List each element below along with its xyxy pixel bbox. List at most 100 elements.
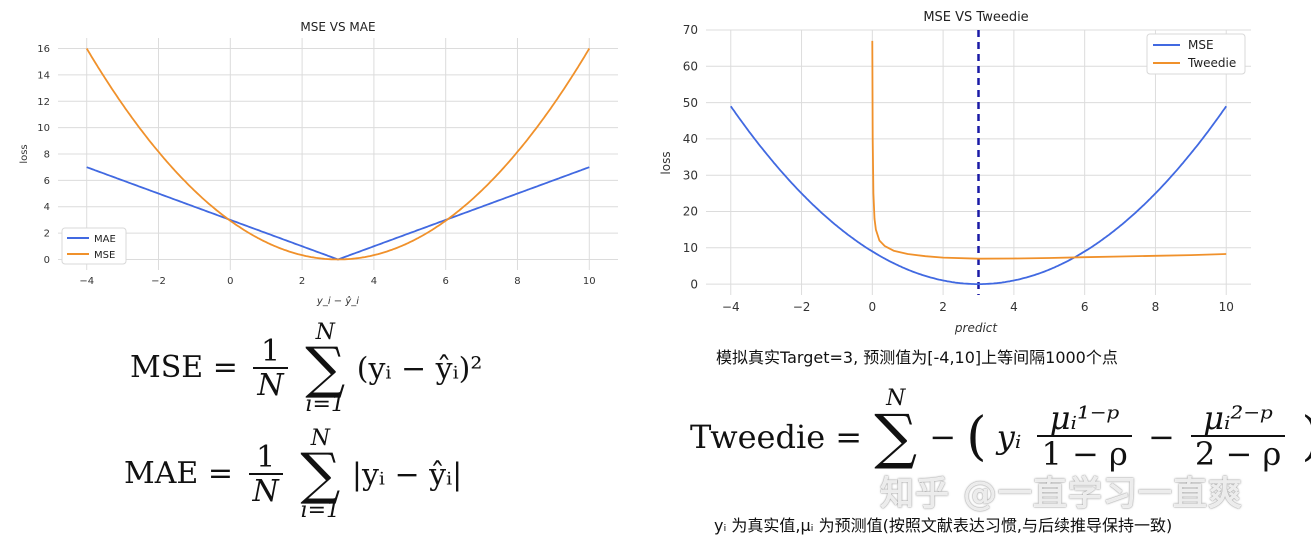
numerator: 1 xyxy=(248,442,283,476)
numerator: μᵢ²⁻ᵖ xyxy=(1190,401,1286,438)
x-tick-label: 6 xyxy=(1081,300,1089,314)
open-paren: ( xyxy=(966,407,987,467)
y-tick-label: 8 xyxy=(44,150,50,161)
mse-formula-label: MSE xyxy=(130,350,204,386)
x-axis-label: predict xyxy=(954,321,998,335)
mse-body: (yᵢ − ŷᵢ)² xyxy=(356,351,483,387)
legend: MAE MSE xyxy=(61,227,127,265)
y-tick-label: 0 xyxy=(44,255,50,266)
denominator: 1 − ρ xyxy=(1041,435,1128,474)
sum-upper-limit: N xyxy=(315,320,335,345)
x-tick-label: 10 xyxy=(583,276,596,287)
sigma-symbol: ∑ xyxy=(300,442,341,507)
sum-upper-limit: N xyxy=(310,426,330,451)
zhihu-watermark: 知乎 @一直学习一直爽 xyxy=(880,474,1243,514)
x-tick-label: −4 xyxy=(722,300,740,314)
y-tick-label: 40 xyxy=(683,132,698,146)
equals-sign: = xyxy=(835,418,863,456)
summation: N ∑ i=1 xyxy=(305,322,345,416)
minus-sign: − xyxy=(1147,418,1175,456)
y-tick-label: 0 xyxy=(690,277,698,291)
y-tick-label: 30 xyxy=(683,168,698,182)
y-tick-label: 20 xyxy=(683,205,698,219)
x-tick-label: 2 xyxy=(939,300,947,314)
y-tick-labels: 0 10 20 30 40 50 60 70 xyxy=(683,23,698,291)
y-tick-label: 4 xyxy=(44,202,50,213)
x-axis-label: y_i − ŷ_i xyxy=(316,295,359,307)
legend: MSE Tweedie xyxy=(1146,33,1246,75)
y-tick-label: 6 xyxy=(44,176,50,187)
chart-title: MSE VS Tweedie xyxy=(923,10,1028,25)
y-tick-label: 14 xyxy=(37,70,50,81)
denominator: N xyxy=(257,368,284,404)
x-tick-label: 10 xyxy=(1219,300,1234,314)
x-tick-label: −2 xyxy=(151,276,166,287)
y-tick-labels: 0 2 4 6 8 10 12 14 16 xyxy=(37,44,50,266)
series-line-tweedie xyxy=(871,40,1227,260)
legend-label-mae: MAE xyxy=(94,234,116,245)
y-tick-label: 12 xyxy=(37,97,50,108)
sigma-symbol: ∑ xyxy=(874,402,918,472)
y-tick-label: 10 xyxy=(683,241,698,255)
fraction-mu-power-2: μᵢ²⁻ᵖ 2 − ρ xyxy=(1190,401,1286,474)
x-tick-label: −4 xyxy=(79,276,94,287)
equals-sign: = xyxy=(207,456,233,492)
sum-lower-limit: i=1 xyxy=(300,498,341,524)
minus-sign: − xyxy=(929,418,957,456)
fraction-one-over-n: 1 N xyxy=(248,442,283,510)
y-tick-label: 70 xyxy=(683,23,698,37)
x-tick-label: 0 xyxy=(869,300,877,314)
numerator: μᵢ¹⁻ᵖ xyxy=(1037,401,1132,438)
chart-mse-vs-tweedie: −4 −2 0 2 4 6 8 10 0 10 20 30 40 50 60 70 MSE VS Tweed… xyxy=(659,10,1251,335)
y-tick-label: 10 xyxy=(37,123,50,134)
x-tick-label: 4 xyxy=(371,276,377,287)
equals-sign: = xyxy=(212,350,238,386)
x-tick-label: 2 xyxy=(299,276,305,287)
legend-label-mse: MSE xyxy=(1188,38,1214,52)
fraction-one-over-n: 1 N xyxy=(253,336,288,404)
x-tick-labels: −4 −2 0 2 4 6 8 10 xyxy=(722,300,1234,314)
x-tick-label: 0 xyxy=(227,276,233,287)
denominator: N xyxy=(252,474,279,510)
x-tick-label: 4 xyxy=(1010,300,1018,314)
numerator: 1 xyxy=(253,336,288,370)
tweedie-formula: Tweedie = N ∑ − ( yᵢ μᵢ¹⁻ᵖ 1 − ρ − μᵢ²⁻ᵖ… xyxy=(690,388,1311,486)
y-axis-label: loss xyxy=(19,144,30,163)
notation-caption: yᵢ 为真实值,μᵢ 为预测值(按照文献表达习惯,与后续推导保持一致) xyxy=(714,516,1173,535)
mae-formula: MAE = 1 N N ∑ i=1 |yᵢ − ŷᵢ| xyxy=(124,428,462,522)
x-tick-label: −2 xyxy=(793,300,811,314)
chart-mse-vs-mae: −4 −2 0 2 4 6 8 10 0 2 4 6 8 10 12 14 16 MSE VS MAE los… xyxy=(19,20,618,307)
fraction-mu-power-1: μᵢ¹⁻ᵖ 1 − ρ xyxy=(1037,401,1132,474)
y-tick-label: 60 xyxy=(683,60,698,74)
y-term: yᵢ xyxy=(996,418,1022,456)
x-tick-labels: −4 −2 0 2 4 6 8 10 xyxy=(79,276,595,287)
y-tick-label: 16 xyxy=(37,44,50,55)
x-tick-label: 6 xyxy=(443,276,449,287)
close-paren: ) xyxy=(1301,407,1311,467)
mae-formula-label: MAE xyxy=(124,456,199,492)
denominator: 2 − ρ xyxy=(1194,435,1282,474)
grid xyxy=(58,38,618,270)
tweedie-formula-label: Tweedie xyxy=(690,418,826,456)
chart-title: MSE VS MAE xyxy=(300,20,375,34)
y-tick-label: 2 xyxy=(44,229,50,240)
legend-label-tweedie: Tweedie xyxy=(1187,56,1236,70)
legend-label-mse: MSE xyxy=(94,250,115,261)
sigma-symbol: ∑ xyxy=(305,336,346,401)
sum-lower-limit: i=1 xyxy=(305,392,345,418)
y-axis-label: loss xyxy=(659,151,673,174)
series-lines xyxy=(730,30,1227,295)
x-tick-label: 8 xyxy=(1152,300,1160,314)
summation: N ∑ i=1 xyxy=(300,428,340,522)
sum-upper-limit: N xyxy=(886,386,906,411)
x-tick-label: 8 xyxy=(514,276,520,287)
series-line-mse xyxy=(730,105,1227,285)
mse-formula: MSE = 1 N N ∑ i=1 (yᵢ − ŷᵢ)² xyxy=(130,322,482,416)
summation: N ∑ xyxy=(874,388,917,486)
mae-body: |yᵢ − ŷᵢ| xyxy=(351,457,463,493)
simulation-caption: 模拟真实Target=3, 预测值为[-4,10]上等间隔1000个点 xyxy=(716,348,1118,367)
series-line-mse xyxy=(85,48,591,261)
y-tick-label: 50 xyxy=(683,96,698,110)
series-lines xyxy=(85,48,591,261)
